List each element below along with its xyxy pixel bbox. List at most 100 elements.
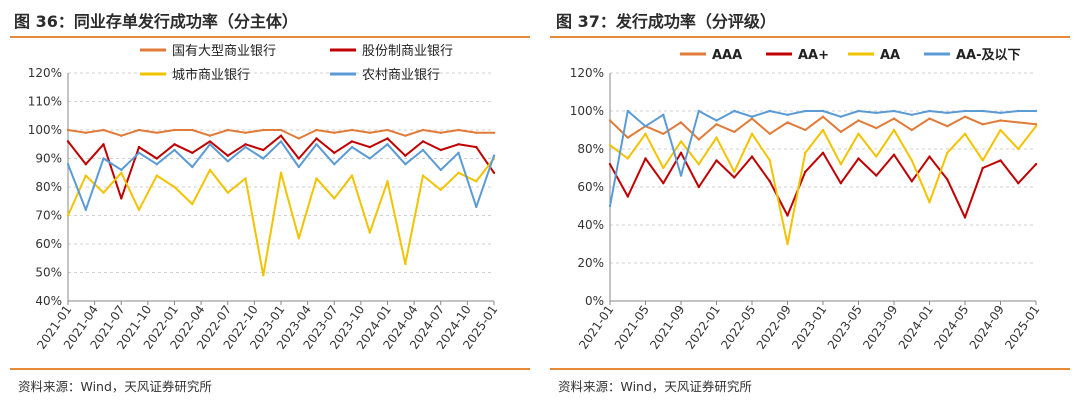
data-point	[66, 163, 70, 166]
data-point	[662, 182, 665, 185]
data-point	[421, 174, 425, 177]
data-point	[404, 262, 407, 266]
data-point	[262, 157, 265, 160]
data-point	[804, 170, 807, 173]
data-point	[475, 131, 478, 134]
data-point	[191, 128, 194, 132]
data-point	[350, 174, 354, 177]
data-point	[928, 117, 931, 120]
data-point	[333, 163, 336, 166]
data-point	[173, 143, 176, 146]
series-line	[67, 157, 495, 277]
data-point	[928, 201, 931, 204]
data-point	[715, 159, 718, 162]
data-point	[457, 143, 460, 146]
data-point	[404, 154, 407, 157]
data-point	[626, 195, 629, 198]
y-tick-label: 120%	[28, 66, 62, 80]
data-point	[875, 126, 878, 130]
data-point	[910, 128, 913, 132]
data-point	[333, 151, 336, 154]
data-point	[804, 109, 807, 113]
data-point	[226, 128, 229, 132]
data-point	[368, 157, 371, 160]
data-point	[963, 115, 967, 118]
data-point	[857, 132, 860, 135]
data-point	[66, 140, 70, 143]
data-point	[857, 119, 860, 122]
data-point	[173, 148, 176, 152]
y-tick-label: 60%	[35, 237, 62, 251]
y-tick-label: 60%	[577, 180, 604, 194]
data-point	[244, 177, 247, 180]
data-point	[644, 132, 647, 135]
data-point	[786, 121, 789, 124]
data-point	[1034, 163, 1038, 166]
data-point	[120, 168, 123, 172]
data-point	[946, 178, 949, 181]
data-point	[768, 132, 771, 135]
data-point	[697, 109, 700, 113]
data-point	[297, 165, 300, 169]
chart-issuance-by-bank-type: 40%50%60%70%80%90%100%110%120%2021-01202…	[28, 44, 501, 352]
title-divider	[10, 36, 530, 38]
data-point	[191, 202, 194, 206]
data-point	[279, 128, 283, 132]
data-point	[821, 128, 825, 132]
data-point	[208, 168, 212, 172]
data-point	[1017, 182, 1020, 185]
data-point	[750, 115, 754, 118]
data-point	[999, 111, 1002, 115]
data-point	[333, 197, 336, 200]
data-point	[733, 176, 736, 179]
data-point	[679, 151, 683, 154]
data-point	[679, 140, 683, 143]
data-point	[892, 109, 896, 113]
y-tick-label: 120%	[570, 66, 604, 80]
data-point	[137, 128, 141, 132]
data-point	[839, 163, 842, 166]
data-point	[733, 109, 736, 113]
data-point	[421, 128, 425, 132]
data-point	[404, 134, 407, 137]
data-point	[1034, 109, 1038, 113]
data-point	[120, 171, 123, 174]
legend-label: 国有大型商业银行	[172, 44, 276, 59]
data-point	[697, 163, 700, 166]
y-tick-label: 40%	[577, 218, 604, 232]
data-point	[492, 154, 496, 157]
data-point	[750, 155, 754, 158]
x-tick-label: 2025-01	[1002, 303, 1042, 352]
data-point	[626, 136, 629, 139]
data-point	[333, 131, 336, 134]
data-point	[946, 125, 949, 128]
data-point	[697, 185, 700, 189]
data-point	[608, 144, 612, 147]
data-point	[892, 117, 896, 120]
data-point	[875, 111, 878, 115]
data-point	[208, 140, 212, 143]
data-point	[892, 153, 896, 156]
data-point	[963, 109, 967, 113]
data-point	[208, 143, 212, 146]
figure-title: 图 37：发行成功率（分评级）	[556, 12, 776, 31]
data-point	[173, 185, 176, 189]
y-tick-label: 110%	[28, 95, 62, 109]
data-point	[608, 119, 612, 122]
data-point	[715, 123, 718, 126]
data-point	[244, 131, 247, 134]
data-point	[350, 145, 354, 149]
x-tick-label: 2024-01	[896, 303, 936, 352]
data-point	[262, 148, 265, 152]
data-point	[768, 109, 771, 113]
x-tick-label: 2022-09	[754, 303, 794, 352]
data-point	[350, 128, 354, 132]
data-point	[644, 157, 647, 160]
data-point	[315, 137, 318, 140]
data-point	[1017, 147, 1020, 151]
data-point	[821, 109, 825, 113]
data-point	[262, 128, 265, 132]
data-point	[475, 205, 478, 209]
data-point	[279, 134, 283, 137]
data-point	[173, 128, 176, 132]
